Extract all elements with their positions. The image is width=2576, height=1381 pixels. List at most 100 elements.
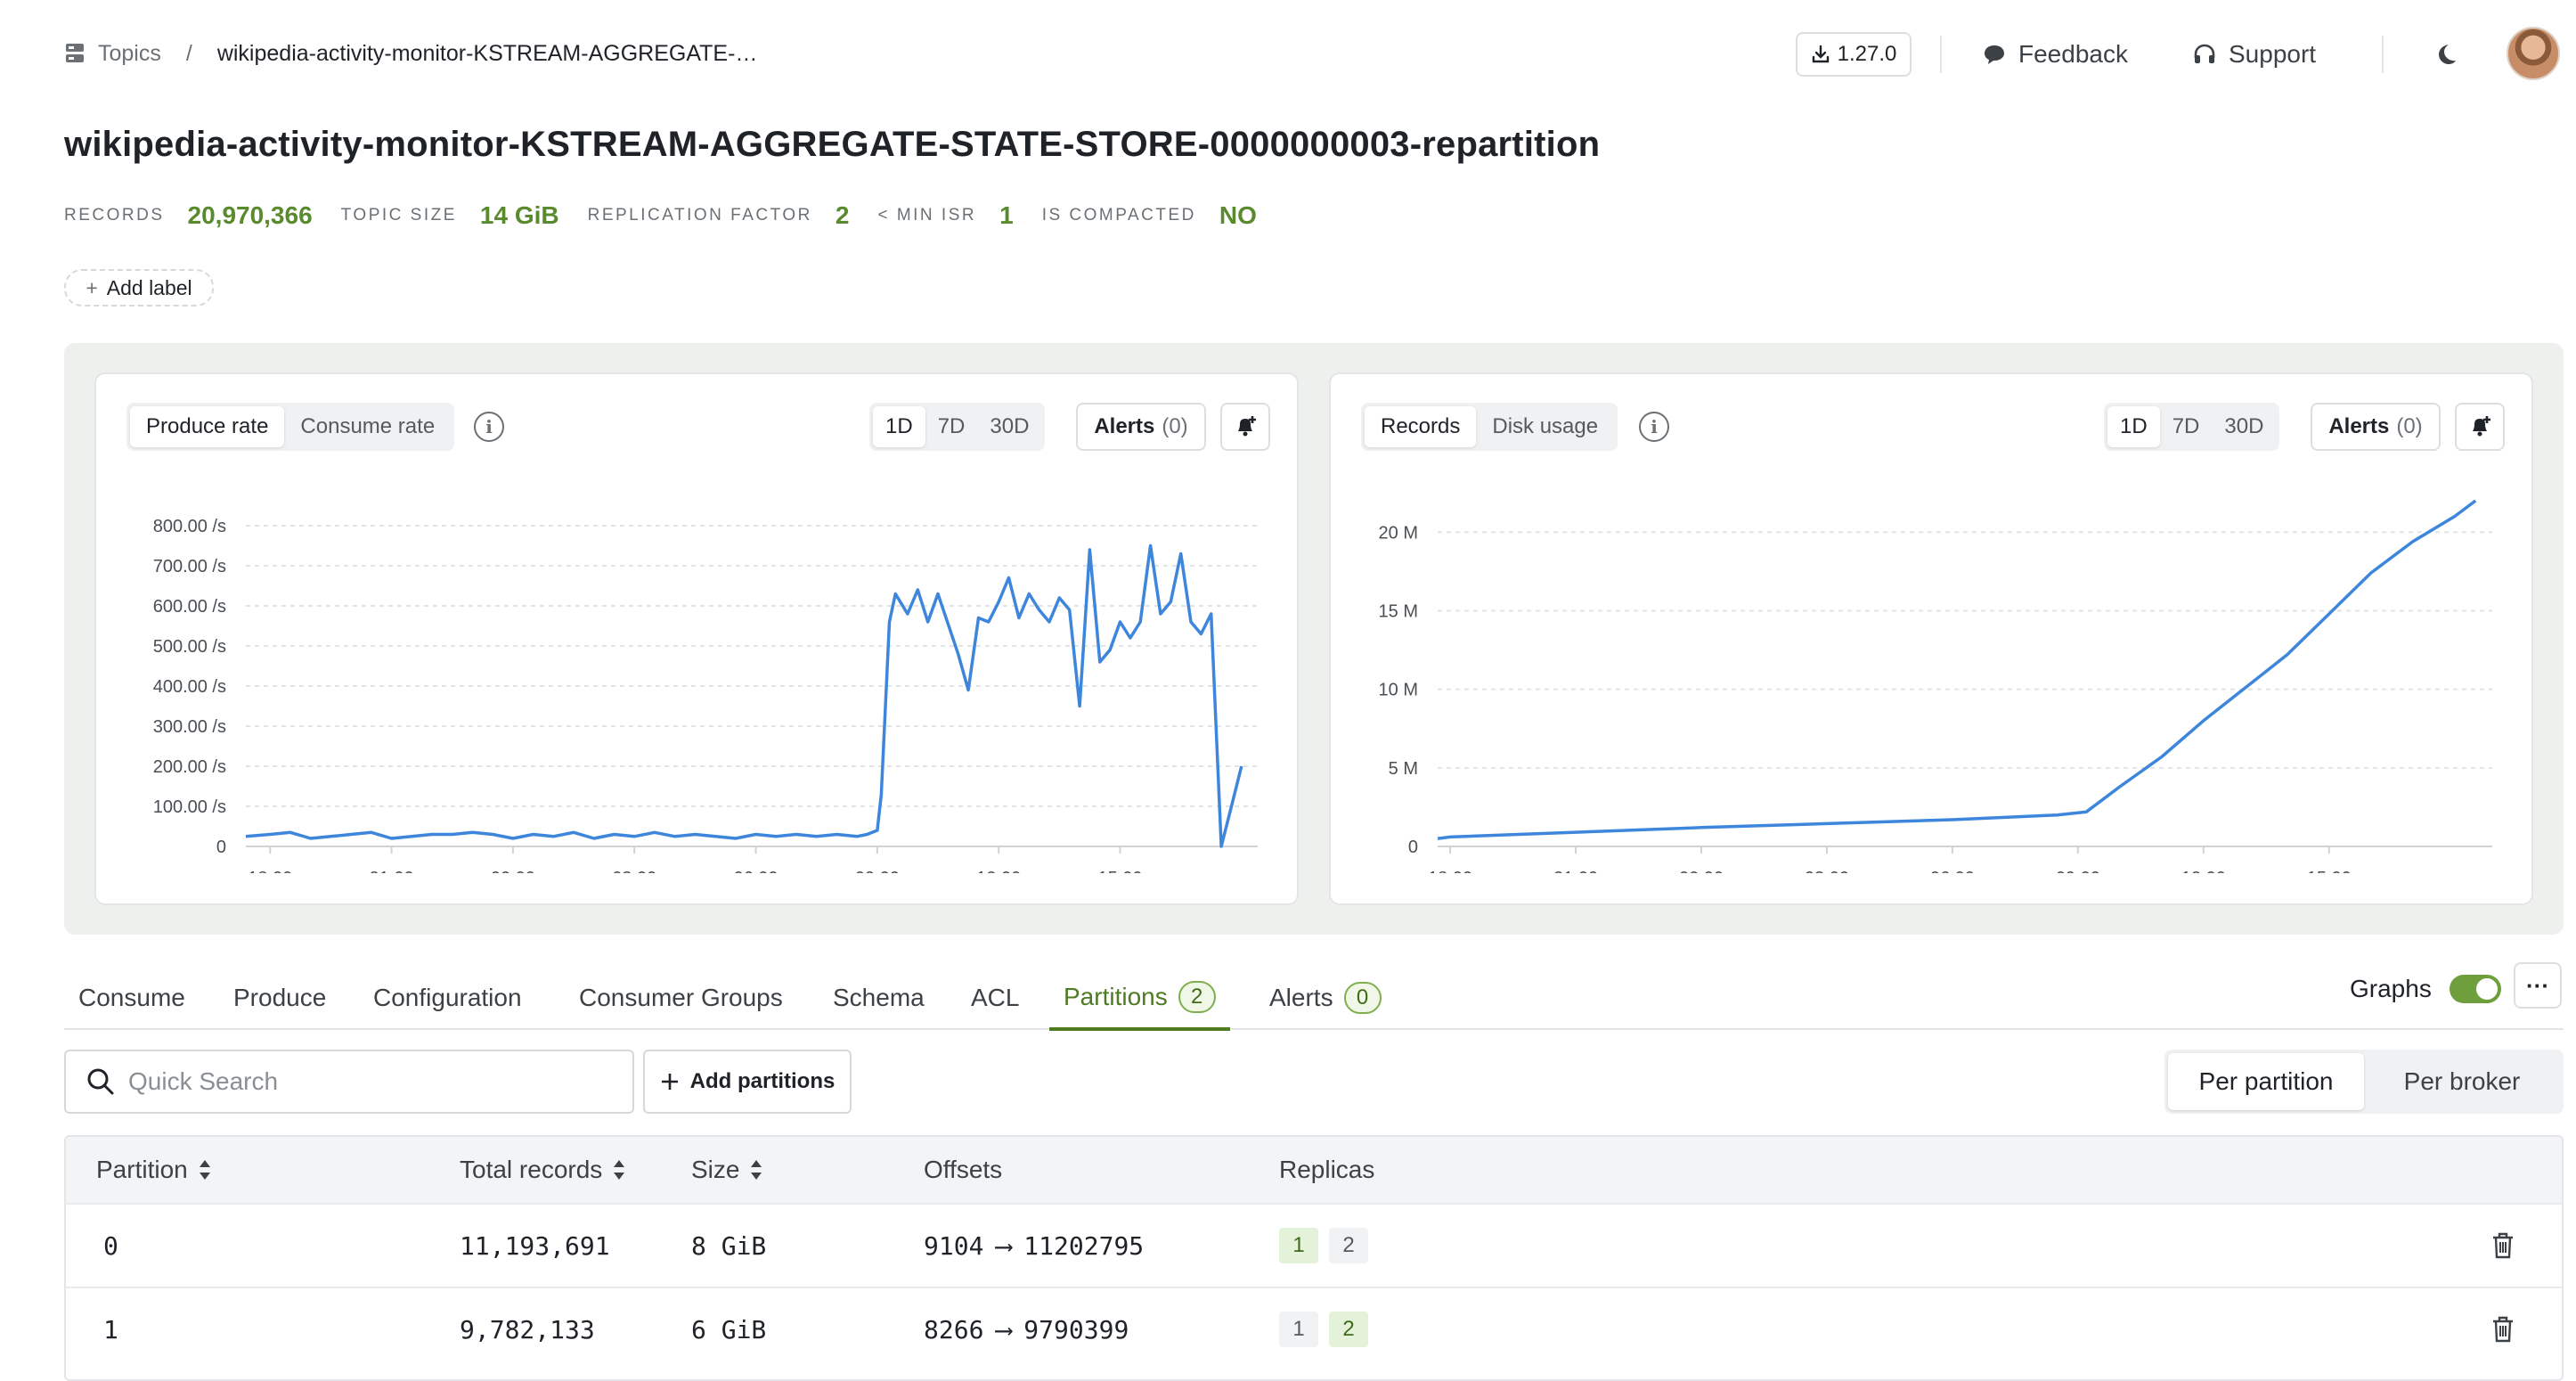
tab-partitions[interactable]: Partitions 2	[1049, 966, 1230, 1031]
delete-button[interactable]	[2490, 1288, 2515, 1370]
sort-icon	[751, 1160, 762, 1180]
version-button[interactable]: 1.27.0	[1796, 32, 1912, 77]
breadcrumb-topics-link[interactable]: Topics	[98, 40, 161, 66]
divider	[1940, 36, 1942, 73]
support-link[interactable]: Support	[2193, 36, 2316, 73]
header-offsets: Offsets	[924, 1137, 1002, 1203]
records-card: Records Disk usage i 1D 7D 30D Alerts (0…	[1329, 372, 2533, 905]
graphs-toggle[interactable]: Graphs	[2350, 969, 2501, 1009]
range-7d[interactable]: 7D	[2172, 414, 2200, 438]
replica: 1	[1279, 1312, 1318, 1347]
range-1d[interactable]: 1D	[873, 406, 925, 447]
info-icon[interactable]: i	[1639, 412, 1669, 442]
replica-leader: 1	[1279, 1228, 1318, 1263]
records-option[interactable]: Records	[1365, 406, 1477, 447]
table-row[interactable]: 0 11,193,691 8 GiB 9104 ⟶ 11202795 1 2	[66, 1203, 2562, 1287]
arrow-right-icon: ⟶	[996, 1314, 1012, 1344]
x-tick-label: 18:00	[1428, 869, 1472, 873]
tab-acl[interactable]: ACL	[971, 966, 1019, 1030]
header-label: Partition	[96, 1156, 188, 1183]
consume-rate-option[interactable]: Consume rate	[300, 414, 436, 438]
right-range-toggle: 1D 7D 30D	[2104, 403, 2280, 451]
add-label-button[interactable]: + Add label	[64, 269, 214, 306]
y-tick-label: 300.00 /s	[153, 717, 226, 737]
replica: 2	[1329, 1228, 1368, 1263]
dark-mode-toggle[interactable]	[2432, 41, 2458, 68]
sort-icon	[199, 1160, 210, 1180]
range-1d[interactable]: 1D	[2107, 406, 2160, 447]
range-30d[interactable]: 30D	[2224, 414, 2264, 438]
y-tick-label: 10 M	[1379, 681, 1418, 700]
tab-label: Alerts	[1269, 984, 1333, 1011]
divider	[2382, 36, 2384, 73]
chat-bubble-icon	[1985, 45, 2004, 64]
range-7d[interactable]: 7D	[937, 414, 966, 438]
tab-consume[interactable]: Consume	[78, 966, 185, 1030]
min-isr-value: 1	[999, 201, 1014, 229]
add-label-text: Add label	[106, 275, 192, 299]
records-label: RECORDS	[64, 206, 165, 225]
search-input[interactable]	[128, 1067, 609, 1096]
graphs-switch[interactable]	[2449, 975, 2501, 1003]
add-alert-button[interactable]	[1220, 403, 1270, 451]
add-partitions-button[interactable]: Add partitions	[643, 1050, 852, 1114]
header-total-records[interactable]: Total records	[460, 1137, 625, 1203]
more-options-button[interactable]: ···	[2514, 962, 2562, 1009]
partitions-count-badge: 2	[1178, 980, 1216, 1013]
info-icon[interactable]: i	[474, 412, 504, 442]
add-alert-button[interactable]	[2455, 403, 2505, 451]
alerts-button[interactable]: Alerts (0)	[1076, 403, 1206, 451]
breadcrumb: Topics / wikipedia-activity-monitor-KSTR…	[64, 37, 757, 69]
x-tick-label: 09:00	[855, 869, 900, 873]
tab-consumer-groups[interactable]: Consumer Groups	[579, 966, 783, 1030]
tab-produce[interactable]: Produce	[233, 966, 326, 1030]
feedback-label: Feedback	[2018, 40, 2128, 68]
per-broker-option[interactable]: Per broker	[2403, 1067, 2521, 1095]
header-replicas: Replicas	[1279, 1137, 1374, 1203]
replication-factor-label: REPLICATION FACTOR	[587, 206, 812, 225]
header-size[interactable]: Size	[691, 1137, 762, 1203]
y-tick-label: 600.00 /s	[153, 597, 226, 617]
total-records: 11,193,691	[460, 1230, 610, 1261]
alerts-button[interactable]: Alerts (0)	[2311, 403, 2441, 451]
per-partition-option[interactable]: Per partition	[2168, 1053, 2364, 1110]
x-tick-label: 12:00	[2181, 869, 2226, 873]
version-label: 1.27.0	[1837, 42, 1897, 66]
partition-size: 8 GiB	[691, 1230, 767, 1261]
tab-label: Produce	[233, 984, 327, 1011]
records-chart: 0 5 M 10 M 15 M 20 M 18:00 21:00 00:00 03:00 06:0…	[1379, 499, 2492, 873]
disk-usage-option[interactable]: Disk usage	[1492, 414, 1599, 438]
quick-search[interactable]	[64, 1050, 634, 1114]
x-tick-label: 09:00	[2056, 869, 2100, 873]
produce-rate-option[interactable]: Produce rate	[130, 406, 285, 447]
y-tick-label: 500.00 /s	[153, 637, 226, 657]
view-mode-toggle: Per partition Per broker	[2164, 1050, 2564, 1114]
x-tick-label: 15:00	[2307, 869, 2352, 873]
tab-label: Consume	[78, 984, 185, 1011]
header-label: Size	[691, 1156, 740, 1183]
tab-alerts[interactable]: Alerts 0	[1269, 966, 1382, 1030]
avatar[interactable]	[2507, 27, 2560, 80]
more-icon: ···	[2526, 971, 2549, 999]
feedback-link[interactable]: Feedback	[1983, 36, 2128, 73]
header-partition[interactable]: Partition	[96, 1137, 211, 1203]
arrow-right-icon: ⟶	[996, 1230, 1012, 1261]
breadcrumb-current: wikipedia-activity-monitor-KSTREAM-AGGRE…	[216, 40, 758, 66]
delete-button[interactable]	[2490, 1205, 2515, 1287]
y-tick-label: 200.00 /s	[153, 757, 226, 777]
partitions-table: Partition Total records Size Offsets Rep…	[64, 1135, 2564, 1381]
search-icon	[87, 1068, 114, 1095]
range-30d[interactable]: 30D	[990, 414, 1030, 438]
replication-factor-value: 2	[835, 201, 850, 229]
alerts-label: Alerts	[1094, 414, 1155, 438]
left-range-toggle: 1D 7D 30D	[869, 403, 1046, 451]
x-tick-label: 18:00	[248, 869, 292, 873]
left-metric-toggle: Produce rate Consume rate	[126, 403, 455, 451]
topic-tabs: Consume Produce Configuration Consumer G…	[64, 966, 2564, 1031]
x-tick-label: 03:00	[1805, 869, 1849, 873]
tab-schema[interactable]: Schema	[833, 966, 925, 1030]
x-tick-label: 06:00	[1930, 869, 1975, 873]
tab-configuration[interactable]: Configuration	[373, 966, 522, 1030]
table-row[interactable]: 1 9,782,133 6 GiB 8266 ⟶ 9790399 1 2	[66, 1287, 2562, 1370]
tab-label: Schema	[833, 984, 925, 1011]
